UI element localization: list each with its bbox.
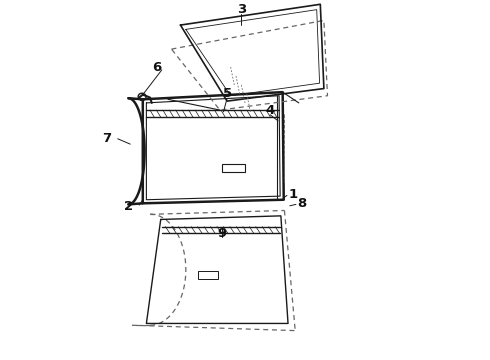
Text: 6: 6 (152, 60, 162, 73)
Text: 3: 3 (237, 3, 246, 16)
Text: 7: 7 (102, 132, 112, 145)
Text: 1: 1 (289, 188, 298, 201)
Bar (198, 271, 218, 279)
Text: 5: 5 (222, 87, 232, 100)
Bar (221, 164, 245, 172)
Text: 2: 2 (124, 201, 133, 213)
Ellipse shape (138, 93, 146, 100)
Text: 4: 4 (266, 104, 275, 117)
Text: 9: 9 (217, 226, 226, 239)
Text: 8: 8 (297, 197, 306, 210)
